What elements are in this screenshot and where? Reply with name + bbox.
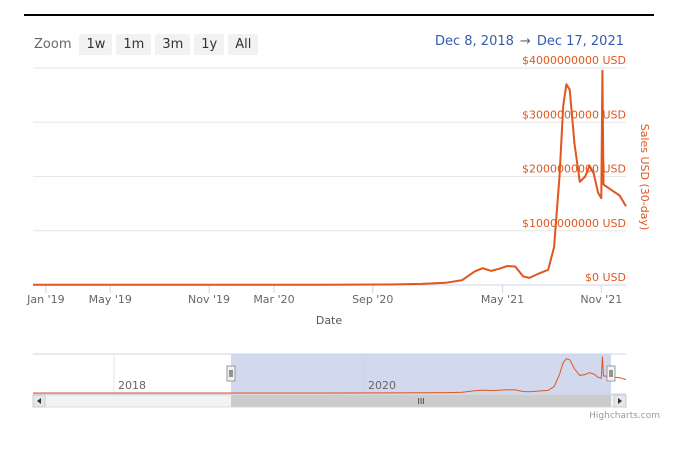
y-tick-label: $2000000000 USD <box>522 163 626 176</box>
range-arrow: → <box>519 34 531 49</box>
navigator-year-2020: 2020 <box>368 379 396 392</box>
range-from[interactable]: Dec 8, 2018 <box>434 34 514 49</box>
navigator-left-handle[interactable] <box>226 365 236 382</box>
x-tick-label: Mar '20 <box>253 293 294 306</box>
navigator[interactable]: 2018 2020 <box>33 353 627 395</box>
navigator-line <box>33 356 627 394</box>
x-tick-label: May '19 <box>89 293 132 306</box>
range-to[interactable]: Dec 17, 2021 <box>536 34 624 49</box>
date-range: Dec 8, 2018 → Dec 17, 2021 <box>435 34 624 49</box>
x-tick-label: Jan '19 <box>26 293 64 306</box>
zoom-all-button[interactable]: All <box>228 34 259 55</box>
zoom-1w-button[interactable]: 1w <box>79 34 113 55</box>
x-tick-label: May '21 <box>481 293 524 306</box>
scroll-left-arrow-icon <box>37 398 41 404</box>
zoom-toolbar: Zoom 1w 1m 3m 1y All <box>34 34 259 55</box>
scrollbar-grip: III <box>417 397 424 406</box>
zoom-1y-button[interactable]: 1y <box>194 34 225 55</box>
zoom-1m-button[interactable]: 1m <box>116 34 152 55</box>
y-tick-label: $1000000000 USD <box>522 217 626 230</box>
y-tick-label: $4000000000 USD <box>522 54 626 67</box>
scrollbar-thumb[interactable] <box>231 395 611 407</box>
top-rule <box>24 14 654 16</box>
zoom-label: Zoom <box>34 37 72 52</box>
scroll-right-arrow-icon <box>618 398 622 404</box>
navigator-selection-mask[interactable] <box>231 354 611 394</box>
navigator-right-handle[interactable] <box>606 365 616 382</box>
y-axis-title: Sales USD (30-day) <box>638 124 651 231</box>
x-tick-label: Nov '19 <box>188 293 230 306</box>
scrollbar[interactable]: III <box>32 394 627 408</box>
y-tick-label: $0 USD <box>585 271 626 284</box>
y-tick-label: $3000000000 USD <box>522 108 626 121</box>
navigator-year-2018: 2018 <box>118 379 146 392</box>
x-axis-title: Date <box>316 314 343 327</box>
x-tick-label: Sep '20 <box>352 293 393 306</box>
highcharts-credit[interactable]: Highcharts.com <box>589 411 660 421</box>
x-tick-label: Nov '21 <box>580 293 622 306</box>
zoom-3m-button[interactable]: 3m <box>155 34 191 55</box>
sales-line <box>33 69 627 286</box>
